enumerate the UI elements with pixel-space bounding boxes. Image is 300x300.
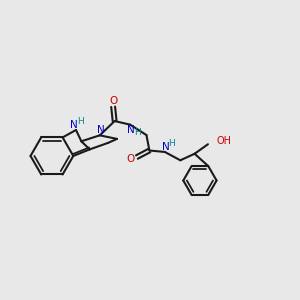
Text: N: N [70, 120, 77, 130]
Text: H: H [168, 139, 175, 148]
Text: O: O [127, 154, 135, 164]
Text: H: H [77, 117, 84, 126]
Text: O: O [109, 96, 117, 106]
Text: N: N [162, 142, 169, 152]
Text: N: N [127, 125, 135, 135]
Text: H: H [134, 128, 141, 137]
Text: OH: OH [217, 136, 232, 146]
Text: N: N [97, 125, 105, 135]
